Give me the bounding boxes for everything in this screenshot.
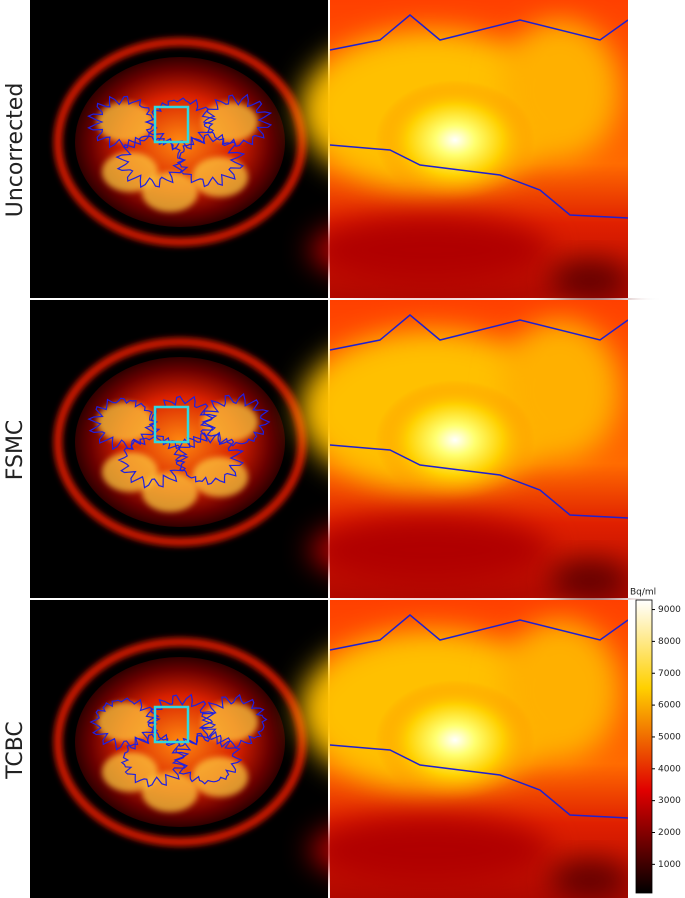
zoom-content — [300, 320, 630, 600]
colorbar-tick-label: 6000 — [658, 701, 681, 711]
contour — [117, 435, 189, 489]
colorbar-tick-label: 3000 — [658, 796, 681, 806]
colorbar-tick-label: 9000 — [658, 605, 681, 615]
colorbar-unit: Bq/ml — [630, 588, 656, 598]
contour — [199, 392, 271, 447]
dark-area — [310, 515, 550, 585]
hot-region — [102, 152, 158, 192]
hot-region — [97, 102, 153, 142]
hot-region — [142, 772, 198, 812]
colorbar-tick-label: 2000 — [658, 828, 681, 838]
contour — [89, 697, 161, 751]
skull-ring — [53, 37, 307, 247]
contour — [202, 93, 273, 148]
colorbar-tick-label: 8000 — [658, 637, 681, 647]
row-label: FSMC — [3, 420, 28, 481]
roi-box — [153, 705, 190, 744]
hot-spot — [375, 80, 535, 200]
contour — [329, 614, 629, 651]
hot-region — [192, 157, 248, 197]
skull-ring — [53, 337, 307, 547]
row-label: TCBC — [3, 721, 28, 780]
zoom-mask — [628, 300, 685, 598]
contour — [329, 444, 629, 519]
colorbar-tick-label: 4000 — [658, 764, 681, 774]
hot-region — [192, 457, 248, 497]
contour — [145, 97, 217, 151]
hot-region — [142, 472, 198, 512]
hot-region — [202, 102, 258, 142]
hot-region — [97, 402, 153, 442]
skull-ring — [53, 637, 307, 847]
hot-region — [102, 752, 158, 792]
hot-spot — [375, 680, 535, 800]
colorbar — [635, 599, 653, 894]
roi-box — [153, 405, 190, 444]
hot-region — [97, 702, 153, 742]
contour — [329, 144, 629, 219]
dark-area — [550, 260, 630, 300]
dark-area — [310, 215, 550, 285]
colorbar-tick-label: 1000 — [658, 860, 681, 870]
contour — [174, 431, 245, 486]
dark-area — [550, 560, 630, 600]
dark-area — [310, 815, 550, 885]
hot-region — [192, 757, 248, 797]
hot-spot — [375, 380, 535, 500]
contour — [87, 397, 159, 451]
zoom-content — [300, 20, 630, 300]
dark-area — [550, 860, 630, 898]
colorbar-tick-label: 5000 — [658, 732, 681, 742]
colorbar-tick-label: 7000 — [658, 669, 681, 679]
contour — [198, 693, 268, 749]
contour — [329, 14, 629, 51]
contour — [115, 135, 187, 189]
contour — [329, 744, 629, 819]
zoom-mask — [628, 0, 685, 298]
contour — [329, 314, 629, 351]
zoom-content — [300, 620, 630, 898]
contour — [171, 730, 243, 785]
roi-box — [153, 105, 190, 144]
contour — [87, 95, 155, 149]
row-label: Uncorrected — [3, 83, 28, 218]
hot-region — [142, 172, 198, 212]
